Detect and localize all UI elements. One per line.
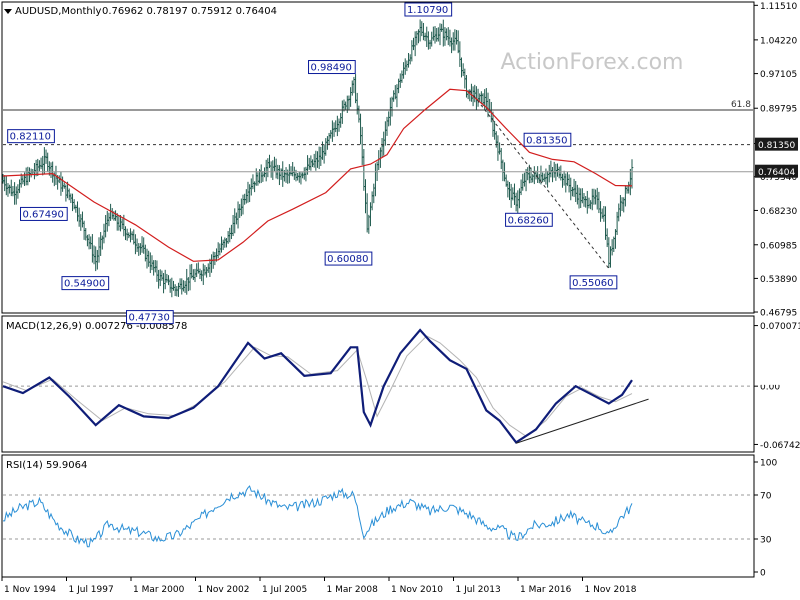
price-label-text: 0.76404 bbox=[758, 168, 795, 178]
rsi-series bbox=[3, 485, 753, 548]
price-bar bbox=[630, 159, 634, 189]
annotation-box bbox=[7, 129, 55, 144]
x-tick-label: 1 Nov 2010 bbox=[391, 585, 443, 595]
header-ohlc: 0.76962 0.78197 0.75912 0.76404 bbox=[102, 6, 277, 17]
fib-level-tag: 61.8 bbox=[731, 100, 751, 110]
rsi-line bbox=[3, 485, 633, 548]
price-y-tick-label: 1.04220 bbox=[760, 36, 797, 46]
macd-trend-line bbox=[515, 398, 649, 444]
x-tick-label: 1 Mar 2000 bbox=[133, 585, 185, 595]
price-header: AUDUSD,Monthly 0.76962 0.78197 0.75912 0… bbox=[4, 6, 277, 17]
price-panel bbox=[1, 1, 755, 314]
annotation-label: 0.54900 bbox=[64, 279, 105, 290]
annotation-box bbox=[523, 132, 572, 147]
price-y-tick-label: 0.75340 bbox=[760, 173, 797, 183]
annotation-box bbox=[324, 251, 373, 266]
price-y-tick-label: 0.53890 bbox=[760, 275, 797, 285]
collapse-icon[interactable] bbox=[4, 9, 12, 14]
price-y-tick-label: 0.60985 bbox=[760, 241, 797, 251]
moving-average-line bbox=[2, 88, 633, 262]
watermark: ActionForex.com bbox=[501, 50, 684, 75]
x-tick-label: 1 Jul 2013 bbox=[456, 585, 501, 595]
macd-value-label bbox=[755, 389, 785, 401]
annotation-box bbox=[404, 2, 453, 17]
macd-series bbox=[2, 328, 753, 444]
price-annotation: 0.55060 bbox=[569, 275, 618, 290]
macd-line bbox=[2, 328, 633, 444]
price-annotation: 0.67490 bbox=[20, 206, 68, 221]
annotation-label: 1.10790 bbox=[407, 5, 448, 16]
price-y-tick-label: 1.11510 bbox=[760, 2, 797, 12]
annotation-label: 0.55060 bbox=[572, 278, 613, 289]
price-y-tick-label: 0.97105 bbox=[760, 70, 797, 80]
price-annotation: 0.98490 bbox=[308, 60, 356, 75]
x-tick-label: 1 Nov 1994 bbox=[4, 585, 56, 595]
macd-title: MACD(12,26,9) 0.007276 -0.008578 bbox=[6, 321, 187, 332]
annotation-label: 0.82110 bbox=[10, 132, 51, 143]
price-annotation: 0.60080 bbox=[324, 251, 373, 266]
rsi-y-tick-label: 70 bbox=[760, 492, 772, 502]
current-price-label: 0.76404 bbox=[755, 164, 798, 178]
annotation-box bbox=[126, 310, 174, 325]
price-annotation: 0.82110 bbox=[7, 129, 55, 144]
price-overlays: 61.8 1.10790 0.98490 0.82110 0.81350 0.67490 0… bbox=[2, 2, 753, 325]
price-y-tick-label: 0.68230 bbox=[760, 207, 797, 217]
x-tick-label: 1 Nov 2002 bbox=[198, 585, 250, 595]
rsi-y-tick-label: 100 bbox=[760, 459, 777, 469]
macd-value-box bbox=[755, 373, 785, 385]
price-label-box bbox=[755, 137, 798, 151]
x-tick-label: 1 Mar 2008 bbox=[327, 585, 379, 595]
rsi-title: RSI(14) 59.9064 bbox=[6, 460, 87, 471]
annotation-box bbox=[20, 206, 68, 221]
price-annotation: 0.47730 bbox=[126, 310, 174, 325]
macd-y-tick-label: -0.067423 bbox=[760, 441, 800, 451]
rsi-panel bbox=[1, 454, 755, 578]
annotation-label: 0.67490 bbox=[23, 209, 64, 220]
price-annotation: 0.54900 bbox=[61, 276, 110, 291]
macd-value-label bbox=[755, 373, 785, 385]
annotation-label: 0.81350 bbox=[526, 135, 567, 146]
annotation-box bbox=[569, 275, 618, 290]
rsi-y-tick-label: 0 bbox=[760, 569, 766, 579]
price-label-box bbox=[755, 164, 798, 178]
annotation-label: 0.47730 bbox=[129, 313, 170, 324]
annotation-box bbox=[308, 60, 356, 75]
macd-y-tick-label: 0.00 bbox=[760, 383, 780, 393]
annotation-label: 0.60080 bbox=[327, 254, 368, 265]
annotation-box bbox=[505, 212, 553, 227]
annotation-box bbox=[61, 276, 110, 291]
x-tick-label: 1 Nov 2018 bbox=[585, 585, 637, 595]
price-y-tick-label: 0.89795 bbox=[760, 105, 797, 115]
price-annotation: 0.68260 bbox=[505, 212, 553, 227]
x-tick-label: 1 Jul 2005 bbox=[262, 585, 307, 595]
header-symbol: AUDUSD,Monthly bbox=[15, 6, 102, 17]
current-price-label: 0.81350 bbox=[755, 137, 798, 151]
price-label-text: 0.81350 bbox=[758, 141, 795, 151]
price-bars bbox=[1, 19, 634, 298]
price-trend-line bbox=[469, 90, 610, 269]
price-annotation: 0.81350 bbox=[523, 132, 572, 147]
x-tick-label: 1 Mar 2016 bbox=[520, 585, 572, 595]
macd-value-box bbox=[755, 389, 785, 401]
rsi-y-tick-label: 30 bbox=[760, 536, 772, 546]
x-tick-label: 1 Jul 1997 bbox=[69, 585, 114, 595]
annotation-label: 0.68260 bbox=[508, 215, 549, 226]
price-y-tick-label: 0.46795 bbox=[760, 309, 797, 319]
macd-panel bbox=[1, 315, 755, 453]
annotation-label: 0.98490 bbox=[311, 63, 352, 74]
price-annotation: 1.10790 bbox=[404, 2, 453, 17]
macd-y-tick-label: 0.070071 bbox=[760, 322, 800, 332]
